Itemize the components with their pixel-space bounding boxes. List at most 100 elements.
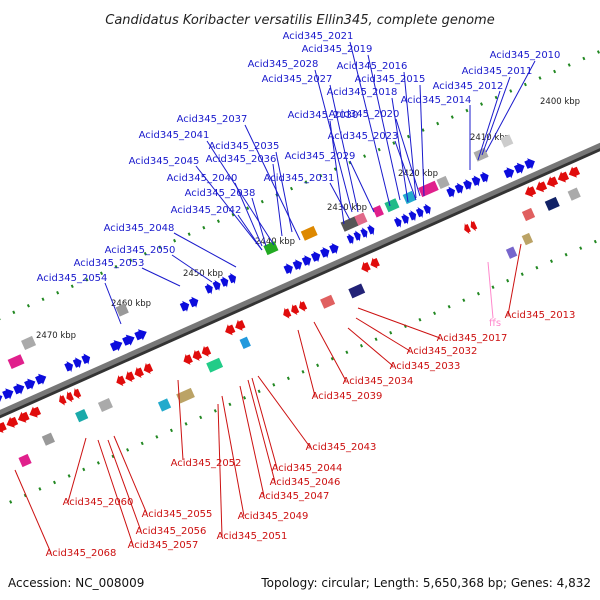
forward-gene-label: Acid345_2035 xyxy=(209,141,280,152)
reverse-leader xyxy=(313,321,347,382)
reverse-leader xyxy=(357,307,441,339)
forward-gene xyxy=(329,243,339,255)
forward-gene-label: Acid345_2053 xyxy=(74,258,145,269)
reverse-leader xyxy=(247,379,276,483)
scale-label: 2450 kbp xyxy=(183,269,223,279)
forward-gene xyxy=(408,210,417,222)
forward-gene-label: Acid345_2011 xyxy=(462,66,533,77)
forward-gene xyxy=(2,388,14,400)
gene-box xyxy=(340,216,360,232)
gene-box xyxy=(157,398,172,412)
forward-gene xyxy=(503,167,515,179)
forward-gene xyxy=(393,216,402,228)
forward-gene xyxy=(423,203,431,215)
scale-label: 2400 kbp xyxy=(540,97,580,107)
reverse-gene xyxy=(291,304,300,316)
reverse-gene xyxy=(524,186,537,198)
forward-leader xyxy=(173,232,237,268)
reverse-gene-label: Acid345_2033 xyxy=(390,361,461,372)
reverse-gene xyxy=(201,345,212,357)
reverse-gene xyxy=(59,394,67,406)
forward-leader xyxy=(481,76,511,156)
reverse-leader xyxy=(67,437,87,503)
reverse-leader xyxy=(113,435,148,515)
gene-box xyxy=(239,336,251,349)
forward-gene-label: Acid345_2016 xyxy=(337,61,408,72)
reverse-leader xyxy=(14,469,52,554)
forward-leader xyxy=(206,140,275,246)
scale-label: 2470 kbp xyxy=(36,331,76,341)
gene-labels: Acid345_2021 Acid345_2019 Acid345_2028 Acid… xyxy=(37,31,576,559)
scale-label: 2440 kbp xyxy=(255,237,295,247)
forward-leader xyxy=(349,160,375,213)
forward-gene-label: Acid345_2041 xyxy=(139,130,210,141)
forward-gene xyxy=(471,175,481,187)
backbone xyxy=(0,142,600,416)
rna-leader xyxy=(487,261,494,319)
reverse-gene xyxy=(235,319,246,331)
forward-gene-label: Acid345_2038 xyxy=(185,188,256,199)
gene-box xyxy=(354,212,368,226)
accession-text: Accession: NC_008009 xyxy=(8,576,144,590)
forward-gene xyxy=(320,247,330,259)
forward-gene xyxy=(346,233,354,245)
reverse-gene xyxy=(183,353,193,365)
gene-box xyxy=(7,354,25,370)
forward-gene xyxy=(109,340,123,352)
reverse-gene xyxy=(370,257,380,269)
forward-gene-label: Acid345_2042 xyxy=(171,205,242,216)
reverse-gene xyxy=(470,220,478,232)
scale-label: 2420 kbp xyxy=(398,169,438,179)
topology-text: Topology: circular; Length: 5,650,368 bp… xyxy=(260,576,591,590)
forward-leader xyxy=(403,71,417,199)
reverse-gene-label: Acid345_2032 xyxy=(407,346,478,357)
reverse-gene-label: Acid345_2057 xyxy=(128,540,199,551)
reverse-leader xyxy=(177,379,184,461)
track-layer: 2400 kbp 2410 kbp 2420 kbp 2430 kbp 2440 kbp… xyxy=(0,49,600,509)
forward-gene xyxy=(301,255,312,267)
forward-gene xyxy=(353,230,361,242)
gene-box xyxy=(544,196,560,211)
reverse-gene-label: Acid345_2043 xyxy=(306,442,377,453)
forward-leader xyxy=(395,118,421,197)
forward-gene xyxy=(72,357,82,369)
reverse-gene xyxy=(143,362,154,374)
scale-label: 2430 kbp xyxy=(327,203,367,213)
forward-gene xyxy=(204,283,213,295)
forward-gene-label: Acid345_2037 xyxy=(177,114,248,125)
forward-leader xyxy=(329,182,351,221)
gene-box xyxy=(500,134,514,148)
reverse-leader xyxy=(221,395,245,517)
reverse-leader xyxy=(251,377,278,469)
reverse-gene xyxy=(73,388,82,399)
forward-gene xyxy=(64,361,74,373)
reverse-gene xyxy=(134,366,144,378)
gene-box xyxy=(18,453,32,468)
forward-gene-label: Acid345_2018 xyxy=(327,87,398,98)
forward-gene-label: Acid345_2019 xyxy=(302,44,373,55)
forward-leader xyxy=(275,151,293,233)
reverse-gene-label: Acid345_2044 xyxy=(272,463,343,474)
reverse-gene xyxy=(116,375,126,387)
forward-gene-label: Acid345_2023 xyxy=(328,131,399,142)
reverse-gene xyxy=(557,171,570,183)
forward-gene xyxy=(310,251,321,263)
gene-box xyxy=(206,357,224,373)
gene-box xyxy=(97,398,113,413)
forward-leader xyxy=(272,163,283,237)
reverse-gene xyxy=(225,324,236,336)
scale-label: 2460 kbp xyxy=(111,299,151,309)
forward-gene xyxy=(228,273,237,284)
forward-gene-label: Acid345_2012 xyxy=(433,81,504,92)
forward-gene xyxy=(0,395,3,403)
reverse-leader xyxy=(355,317,411,352)
reverse-gene-label: Acid345_2051 xyxy=(217,531,288,542)
forward-gene-label: Acid345_2030 xyxy=(288,110,359,121)
reverse-gene xyxy=(568,166,581,178)
reverse-gene xyxy=(299,300,308,312)
forward-gene xyxy=(360,227,368,239)
forward-gene xyxy=(24,378,36,390)
gene-box xyxy=(372,205,384,218)
forward-gene-label: Acid345_2010 xyxy=(490,50,561,61)
forward-gene-label: Acid345_2040 xyxy=(167,173,238,184)
